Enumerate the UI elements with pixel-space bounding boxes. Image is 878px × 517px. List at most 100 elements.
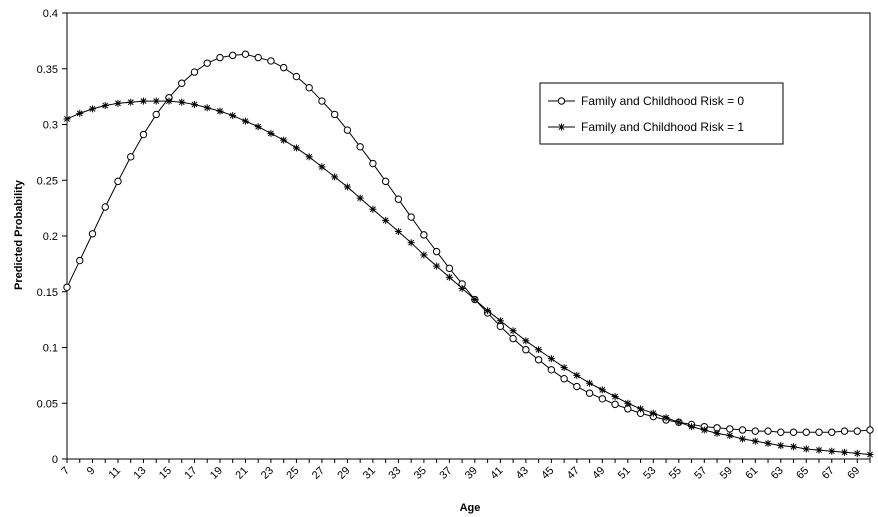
data-point <box>841 448 849 456</box>
series-line-1 <box>66 100 871 456</box>
legend-label-risk-0: Family and Childhood Risk = 0 <box>581 94 744 108</box>
data-point <box>267 57 275 65</box>
data-point <box>216 107 224 115</box>
data-point <box>292 144 300 152</box>
y-tick-label: 0.4 <box>43 8 58 20</box>
data-point <box>228 51 237 60</box>
data-point <box>407 239 415 247</box>
data-point <box>369 205 377 213</box>
data-point <box>433 262 441 270</box>
data-point <box>560 375 568 383</box>
x-tick-label: 53 <box>641 465 658 482</box>
data-point <box>127 98 135 106</box>
data-point <box>815 446 823 454</box>
data-point <box>675 418 683 426</box>
x-tick-label: 65 <box>794 465 811 482</box>
data-point <box>76 256 84 265</box>
data-point <box>866 451 874 459</box>
data-point <box>76 109 84 117</box>
data-point <box>318 97 326 105</box>
data-point <box>547 355 555 363</box>
x-tick-label: 43 <box>514 465 531 482</box>
legend-box <box>539 82 784 145</box>
data-point <box>382 216 390 224</box>
data-point <box>432 247 441 256</box>
x-tick-label: 45 <box>539 465 556 482</box>
x-tick-label: 37 <box>437 465 454 482</box>
data-point <box>688 423 696 431</box>
data-point <box>407 213 415 221</box>
y-tick-label: 0.3 <box>43 120 58 132</box>
data-point <box>802 445 810 453</box>
data-point <box>777 428 785 436</box>
data-point <box>853 449 861 457</box>
x-tick-label: 31 <box>361 465 378 482</box>
x-tick-label: 19 <box>208 465 225 482</box>
data-point <box>420 251 428 259</box>
data-point <box>866 426 874 434</box>
data-point <box>777 442 785 450</box>
data-point <box>216 53 224 62</box>
data-point <box>828 428 836 436</box>
data-point <box>152 97 160 105</box>
data-point <box>280 136 288 144</box>
data-point <box>114 99 122 107</box>
data-point <box>114 177 122 186</box>
data-point <box>598 386 606 394</box>
data-point <box>63 115 71 123</box>
data-point <box>343 126 352 134</box>
y-axis: 0 0.05 0.1 0.15 0.2 0.25 0.3 0.35 0.4 <box>37 8 67 466</box>
data-point <box>585 389 594 397</box>
data-point <box>560 364 568 372</box>
data-point <box>139 97 147 105</box>
x-tick-label: 13 <box>131 465 148 482</box>
data-point <box>356 194 364 202</box>
data-point <box>127 153 135 161</box>
x-tick-label: 17 <box>182 465 199 482</box>
data-point <box>840 427 849 435</box>
data-point <box>445 273 453 281</box>
data-point <box>254 53 262 62</box>
data-point <box>598 395 607 403</box>
x-tick-label: 39 <box>463 465 480 482</box>
x-tick-label: 59 <box>718 465 735 482</box>
data-point <box>152 110 160 119</box>
data-point <box>726 432 734 440</box>
data-point <box>279 63 288 72</box>
data-point <box>547 366 556 374</box>
data-point <box>165 97 173 105</box>
x-tick-label: 23 <box>259 465 276 482</box>
y-tick-label: 0 <box>52 454 58 466</box>
series-layer <box>63 50 874 459</box>
x-tick-label: 63 <box>769 465 786 482</box>
x-axis: 7 9 11 13 15 17 19 21 23 25 27 29 31 33 35 37 39 41 43 45 47… <box>59 459 871 482</box>
x-tick-label: 7 <box>59 465 72 478</box>
data-point <box>828 447 836 455</box>
x-tick-label: 57 <box>692 465 709 482</box>
data-point <box>381 177 390 186</box>
data-point <box>458 284 466 292</box>
data-point <box>88 105 96 113</box>
data-point <box>254 123 262 131</box>
legend: Family and Childhood Risk = 0 Family and… <box>539 82 784 145</box>
data-point <box>713 429 721 437</box>
data-point <box>496 317 504 325</box>
y-axis-title: Predicted Probability <box>13 179 25 290</box>
data-point <box>101 203 109 211</box>
data-point <box>738 426 747 434</box>
data-point <box>229 112 237 120</box>
data-point <box>637 405 645 413</box>
data-point <box>509 334 517 343</box>
data-point <box>764 439 772 447</box>
data-point <box>535 346 543 354</box>
series-1 <box>63 97 874 459</box>
data-point <box>88 230 97 238</box>
data-point <box>649 409 657 417</box>
data-point <box>624 399 632 407</box>
data-point <box>522 346 530 354</box>
data-point <box>178 98 186 106</box>
y-tick-label: 0.25 <box>37 175 58 187</box>
data-point <box>484 307 492 315</box>
x-tick-label: 25 <box>284 465 301 482</box>
data-point <box>267 129 275 137</box>
